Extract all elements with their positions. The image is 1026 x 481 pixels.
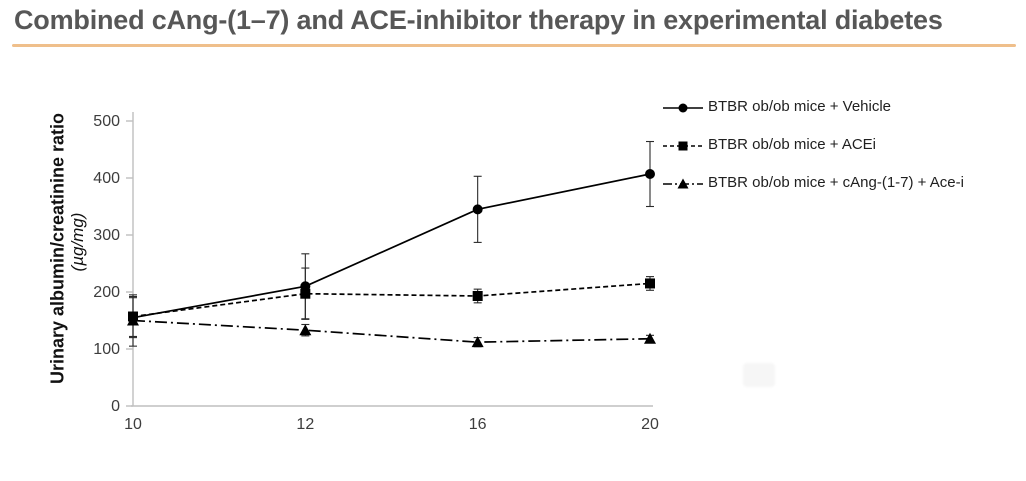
page-title: Combined cAng-(1–7) and ACE-inhibitor th… — [14, 5, 943, 35]
y-tick-label: 0 — [111, 398, 120, 415]
y-tick-label: 200 — [93, 284, 120, 301]
series-line-circle — [132, 173, 651, 319]
legend-circle-line-icon — [663, 103, 703, 112]
x-tick-label: 16 — [469, 416, 487, 433]
title-underline — [12, 44, 1016, 47]
y-tick-label: 300 — [93, 227, 120, 244]
x-tick-label: 12 — [296, 416, 314, 433]
faint-smudge — [743, 363, 775, 387]
x-tick-label: 20 — [641, 416, 659, 433]
square-marker-icon — [645, 278, 655, 289]
square-marker-icon — [472, 290, 483, 301]
triangle-marker-icon — [127, 314, 139, 326]
legend-triangle-line-icon — [663, 178, 703, 188]
triangle-marker-icon — [299, 324, 312, 336]
x-tick-label: 10 — [124, 416, 142, 433]
triangle-marker-icon — [471, 336, 484, 348]
legend-label: BTBR ob/ob mice + ACEi — [708, 136, 876, 153]
legend-item: BTBR ob/ob mice + ACEi — [662, 136, 1022, 153]
series-line-triangle — [132, 319, 651, 344]
circle-marker-icon — [645, 169, 655, 180]
triangle-marker-icon — [644, 332, 656, 344]
legend-square-line-icon — [663, 141, 703, 150]
legend-label: BTBR ob/ob mice + cAng-(1-7) + Ace-i — [708, 174, 964, 191]
chart-legend: BTBR ob/ob mice + Vehicle BTBR ob/ob mice… — [662, 98, 1022, 212]
legend-item: BTBR ob/ob mice + cAng-(1-7) + Ace-i — [662, 174, 1022, 191]
y-tick-label: 100 — [93, 341, 120, 358]
square-marker-icon — [300, 288, 311, 299]
y-tick-label: 400 — [93, 170, 120, 187]
legend-label: BTBR ob/ob mice + Vehicle — [708, 98, 892, 115]
circle-marker-icon — [472, 204, 483, 215]
legend-item: BTBR ob/ob mice + Vehicle — [662, 98, 1022, 115]
y-tick-label: 500 — [93, 113, 120, 130]
series-line-square — [132, 282, 651, 318]
